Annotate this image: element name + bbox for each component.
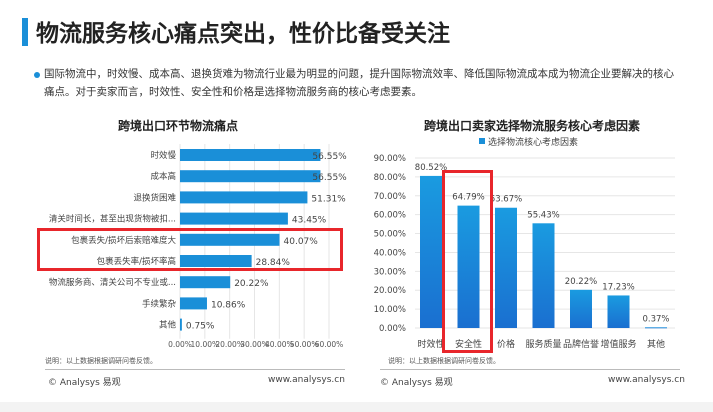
bar [180,149,321,161]
category-label: 安全性 [455,338,482,350]
left-chart-note: 说明：以上数据根据调研问卷反馈。 [45,357,157,365]
bar [420,175,442,328]
category-label: 手续繁杂 [142,298,177,309]
legend-swatch [479,138,485,144]
bar [495,207,517,328]
bullet-icon [34,72,40,78]
y-tick-label: 60.00% [374,211,406,221]
data-label: 63.67% [490,195,522,205]
right-chart-note: 说明：以上数据根据调研问卷反馈。 [388,357,500,365]
x-tick-label: 50.00% [290,340,319,349]
category-label: 退换货困难 [133,192,176,203]
right-chart: 0.00% 10.00% 20.00% 30.00% 40.00% 50.00% 60.00… [374,154,675,350]
y-tick-label: 20.00% [374,286,406,296]
bar [607,295,630,328]
data-label: 20.22% [234,279,269,289]
footer-right: www.analysys.cn [608,375,685,385]
y-tick-label: 40.00% [374,248,406,258]
bar [180,170,321,183]
category-label: 时效慢 [150,150,176,161]
x-tick-label: 0.00% [168,340,192,349]
category-label: 服务质量 [525,338,561,350]
x-tick-label: 60.00% [315,340,344,349]
category-label: 包裹丢失率/损坏率高 [97,256,176,267]
category-label: 品牌信誉 [563,338,599,350]
bar [180,276,231,289]
footer-left: © Analysys 易观 [380,378,453,388]
y-tick-label: 0.00% [379,324,406,334]
category-label: 清关时间长，甚至出现货物被扣... [49,214,176,225]
category-label: 其他 [647,338,665,350]
data-label: 17.23% [602,282,634,292]
x-tick-label: 20.00% [215,340,244,349]
bar [180,191,308,204]
y-tick-label: 70.00% [374,192,406,202]
highlight-box-right [442,170,493,353]
data-label: 28.84% [256,258,291,268]
x-tick-label: 40.00% [265,340,294,349]
x-tick-label: 10.00% [191,340,220,349]
category-label: 物流服务商、清关公司不专业或... [49,277,176,288]
category-label: 时效性 [417,338,444,350]
page-title: 物流服务核心痛点突出，性价比备受关注 [36,21,450,47]
data-label: 64.79% [452,193,484,203]
highlight-box-left [37,228,343,271]
data-label: 56.55% [312,152,347,162]
y-tick-label: 80.00% [374,173,406,183]
footer-right: www.analysys.cn [268,375,345,385]
bar [180,318,182,331]
bar [180,212,288,225]
x-tick-label: 30.00% [240,340,269,349]
data-label: 0.37% [642,314,669,324]
data-label: 10.86% [211,300,246,310]
bar [645,327,667,329]
y-tick-label: 10.00% [374,305,406,315]
divider [380,369,680,370]
y-tick-label: 90.00% [374,154,406,164]
bar [532,223,555,328]
bar [180,297,207,310]
y-tick-label: 30.00% [374,267,406,277]
y-tick-label: 50.00% [374,230,406,240]
bar [570,289,592,328]
category-label: 其他 [159,320,177,331]
data-label: 20.22% [565,277,597,287]
data-label: 40.07% [284,237,319,247]
right-chart-title: 跨境出口卖家选择物流服务核心考虑因素 [424,119,641,133]
left-chart: 0.00%10.00%20.00%30.00%40.00%50.00%60.00… [49,144,347,349]
divider [45,369,345,370]
bar [457,205,480,328]
category-label: 价格 [497,338,515,350]
legend-label: 选择物流核心考虑因素 [488,138,579,148]
data-label: 0.75% [186,322,215,332]
left-chart-title: 跨境出口环节物流痛点 [118,119,239,133]
bar [180,255,252,267]
data-label: 56.55% [312,173,347,183]
data-label: 43.45% [292,216,327,226]
bottom-strip [0,402,713,412]
category-label: 成本高 [150,171,176,182]
data-label: 55.43% [527,210,559,220]
category-label: 增值服务 [600,338,636,350]
title-accent-bar [22,18,28,46]
footer-left: © Analysys 易观 [48,378,121,388]
category-label: 包裹丢失/损坏后索赔难度大 [71,235,176,246]
data-label: 51.31% [311,194,346,204]
data-label: 80.52% [415,163,447,173]
summary-text: 国际物流中，时效慢、成本高、退换货难为物流行业最为明显的问题，提升国际物流效率、… [44,68,674,98]
bar [180,233,280,246]
